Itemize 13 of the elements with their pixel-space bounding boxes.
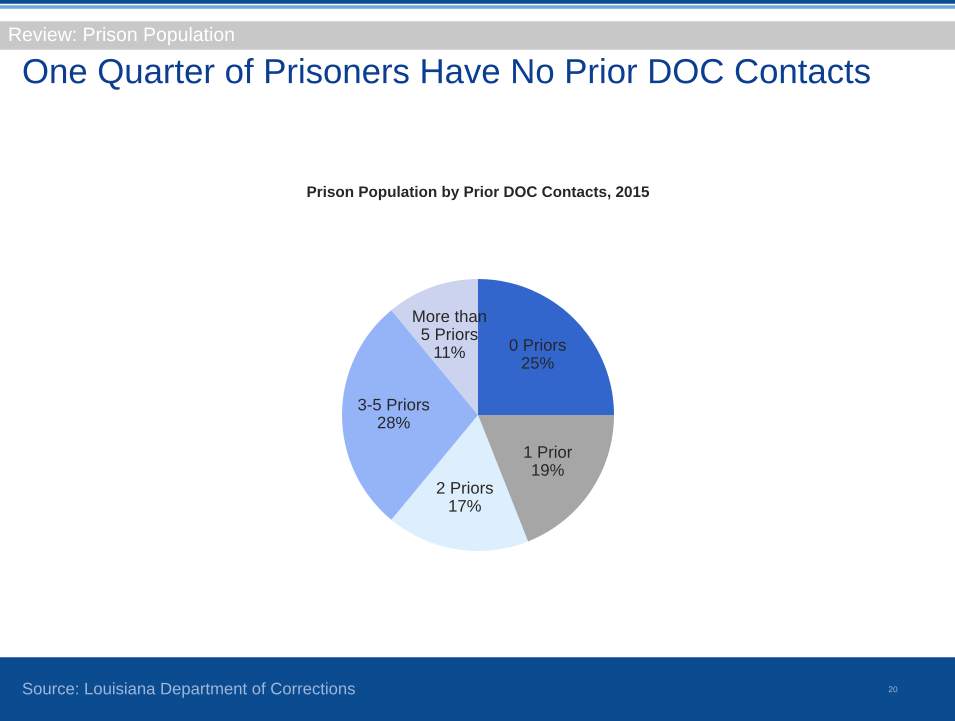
chart-subtitle: Prison Population by Prior DOC Contacts, 2015 <box>308 186 650 200</box>
slice-label: 0 Priors <box>510 338 566 351</box>
data-label: 19% <box>532 464 564 476</box>
slice-label: 3-5 Priors <box>358 398 430 410</box>
slice-label: 1 Prior <box>524 446 572 458</box>
text: 20 <box>888 686 898 692</box>
data-label: 28% <box>378 416 410 428</box>
source-note: Source: Louisiana Department of Corrections <box>22 682 355 698</box>
data-label: 17% <box>449 500 481 512</box>
slice-label: 2 Priors <box>436 482 493 494</box>
data-label: 25% <box>522 357 554 369</box>
chart-title: One Quarter of Prisoners Have No Prior DOC Contacts <box>24 58 870 90</box>
data-label: 11% <box>434 346 465 358</box>
